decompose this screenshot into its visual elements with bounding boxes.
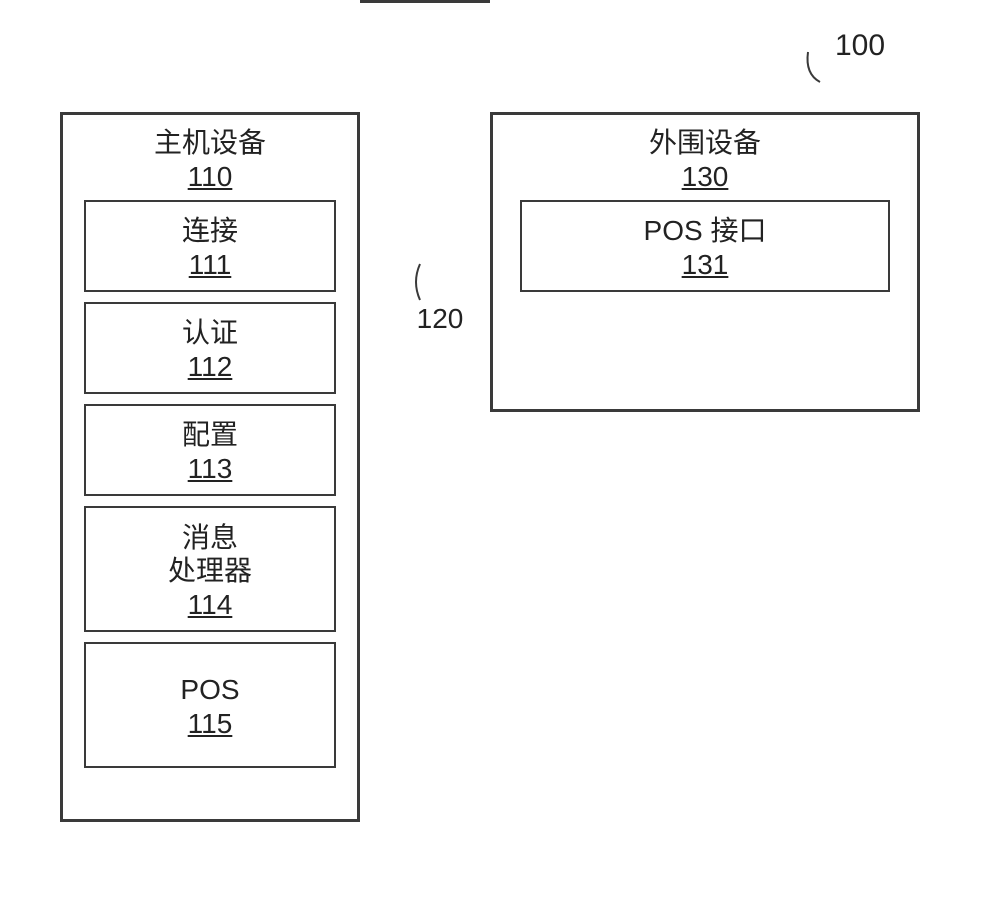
diagram-stage: 100主机设备110连接111认证112配置113消息处理器114POS115外… bbox=[0, 0, 1000, 901]
connector-ref-leader bbox=[0, 0, 1000, 901]
